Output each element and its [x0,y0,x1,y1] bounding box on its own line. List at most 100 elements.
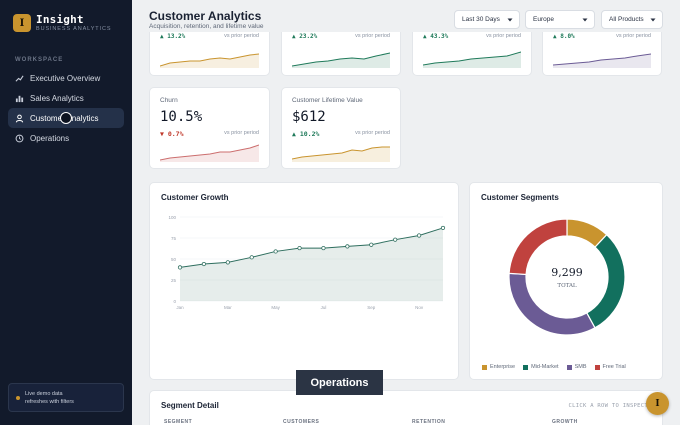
column-header-growth[interactable]: GROWTH [552,419,578,425]
segments-legend: Enterprise Mid-Market SMB Free Trial [482,364,634,370]
chevron-down-icon [650,18,656,22]
assistant-fab-button[interactable]: I [646,392,669,415]
logo: I [13,14,31,32]
kpi-delta: ▲ 13.2% [160,33,186,40]
sidebar-item-label: Sales Analytics [30,93,84,103]
legend-swatch [523,364,529,370]
sidebar-item-executive-overview[interactable]: Executive Overview [8,68,124,88]
kpi-card-top-3[interactable]: ▲ 43.3% vs prior period [412,32,532,76]
kpi-sparkline [160,144,259,162]
kpi-card-top-4[interactable]: ▲ 8.0% vs prior period [542,32,662,76]
customer-growth-chart[interactable]: 0 25 50 75 100 Jan Mar May Jul Sep Nov [150,183,460,381]
x-tick-label: Jul [321,305,327,310]
donut-slice [508,218,568,276]
x-tick-label: May [271,305,280,310]
brand-title: Insight [36,13,84,26]
growth-point [201,261,207,267]
kpi-vs: vs prior period [224,33,259,39]
main-content: Customer Analytics Acquisition, retentio… [132,0,680,425]
trend-line-icon [15,74,24,83]
donut-total-value: 9,299 [551,266,583,279]
legend-item-enterprise[interactable]: Enterprise [482,364,515,370]
donut-slice [508,272,596,336]
customer-growth-title: Customer Growth [161,193,229,202]
column-header-segment[interactable]: SEGMENT [164,419,193,425]
kpi-vs: vs prior period [486,33,521,39]
kpi-sparkline [160,53,259,68]
kpi-delta: ▲ 10.2% [292,130,320,138]
workspace-label: WORKSPACE [15,57,64,63]
x-tick-label: Mar [224,305,232,310]
kpi-delta: ▲ 8.0% [553,33,575,40]
segments-donut-chart[interactable]: 9,299 TOTAL [470,183,664,358]
kpi-sparkline [292,146,390,162]
growth-line [179,227,444,268]
kpi-card-top-2[interactable]: ▲ 23.2% vs prior period [281,32,401,76]
brand-subtitle: BUSINESS ANALYTICS [36,26,112,32]
page-subtitle: Acquisition, retention, and lifetime val… [149,23,264,30]
legend-swatch [482,364,487,370]
donut-slice [585,233,626,329]
demo-note-line1: Live demo data [25,390,63,397]
legend-swatch [594,364,600,370]
kpi-vs: vs prior period [224,130,259,136]
period-select[interactable]: Last 30 Days [454,10,520,29]
growth-point [177,265,183,270]
kpi-delta: ▲ 23.2% [292,33,318,40]
period-select-value: Last 30 Days [462,16,500,23]
column-header-retention[interactable]: RETENTION [412,419,446,425]
kpi-card-top-1[interactable]: ▲ 13.2% vs prior period [149,32,270,76]
x-tick-label: Jan [176,305,184,310]
live-dot-icon [16,395,20,400]
kpi-sparkline [423,51,521,68]
user-icon [15,114,24,123]
product-select[interactable]: All Products [601,10,663,29]
growth-point [273,249,278,254]
customer-segments-card: Customer Segments 9,299 TOTAL Enterprise … [469,182,663,380]
y-tick-label: 50 [171,257,177,262]
kpi-vs: vs prior period [355,130,390,136]
y-tick-label: 75 [171,236,177,241]
growth-point [297,245,302,251]
x-tick-label: Nov [415,305,424,310]
growth-point [225,260,230,265]
sidebar-item-operations[interactable]: Operations [8,128,124,148]
kpi-delta: ▼ 0.7% [160,130,184,138]
brand[interactable]: I Insight BUSINESS ANALYTICS [13,14,111,32]
x-tick-label: Sep [367,305,376,310]
demo-data-note: Live demo data refreshes with filters [8,383,124,412]
tooltip: Operations [296,370,383,395]
kpi-label: Churn [160,97,178,104]
growth-point [416,233,422,238]
kpi-card-churn[interactable]: Churn 10.5% ▼ 0.7% vs prior period [149,87,270,169]
sidebar-item-sales-analytics[interactable]: Sales Analytics [8,88,124,108]
demo-note-line2: refreshes with filters [25,398,74,405]
growth-point [321,245,326,251]
bar-chart-icon [15,94,24,103]
legend-label: SMB [574,364,587,370]
segment-detail-card: Segment Detail CLICK A ROW TO INSPECT SE… [149,390,663,425]
kpi-delta: ▲ 43.3% [423,33,449,40]
page-title: Customer Analytics [149,9,262,23]
kpi-value: 10.5% [160,109,203,125]
kpi-card-clv[interactable]: Customer Lifetime Value $612 ▲ 10.2% vs … [281,87,401,169]
chevron-down-icon [507,18,513,22]
y-tick-label: 25 [171,278,177,283]
customer-segments-title: Customer Segments [481,193,559,202]
growth-point [249,255,254,260]
legend-item-smb[interactable]: SMB [566,364,587,370]
y-tick-label: 100 [168,215,176,220]
legend-item-free-trial[interactable]: Free Trial [594,364,626,370]
customer-growth-card: Customer Growth 0 25 50 75 100 Jan Mar May Jul Se… [149,182,459,380]
segment-detail-title: Segment Detail [161,401,219,410]
kpi-label: Customer Lifetime Value [292,97,363,104]
column-header-customers[interactable]: CUSTOMERS [283,419,320,425]
legend-item-mid-market[interactable]: Mid-Market [523,364,559,370]
sidebar: I Insight BUSINESS ANALYTICS WORKSPACE E… [0,0,132,425]
legend-label: Free Trial [602,364,626,370]
kpi-sparkline [292,52,390,68]
region-select[interactable]: Europe [525,10,595,29]
legend-label: Enterprise [490,364,516,370]
sidebar-item-label: Executive Overview [30,73,101,83]
growth-point [345,244,350,249]
